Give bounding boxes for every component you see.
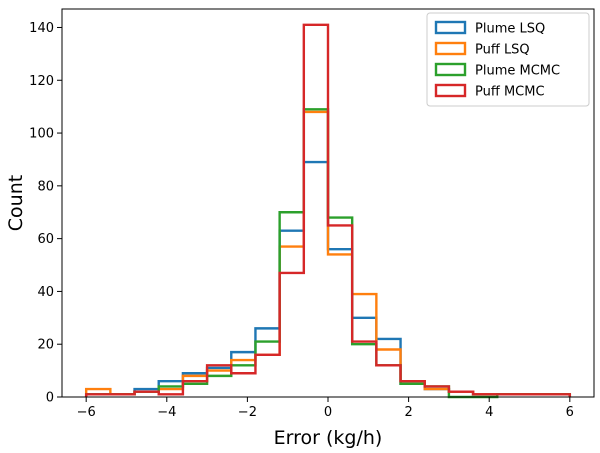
y-tick-label: 40 xyxy=(37,285,54,300)
legend-swatch-1 xyxy=(434,20,467,35)
y-tick-label: 100 xyxy=(29,127,54,142)
legend-swatch-4 xyxy=(434,83,467,98)
legend-swatch-2 xyxy=(434,41,467,56)
legend-entry-2: Puff LSQ xyxy=(475,43,530,58)
legend-entry-4: Puff MCMC xyxy=(475,85,545,100)
series-layer xyxy=(84,23,572,399)
legend-box xyxy=(426,12,590,107)
x-tick-label: 0 xyxy=(324,405,332,420)
y-tick-label: 0 xyxy=(46,391,54,406)
x-tick-label: 2 xyxy=(404,405,412,420)
legend: Plume LSQ Puff LSQ Plume MCMC Puff MCMC xyxy=(426,12,590,107)
x-tick-label: 6 xyxy=(566,405,574,420)
y-tick-label: 140 xyxy=(29,21,54,36)
y-tick-label: 20 xyxy=(37,338,54,353)
series-4-outline xyxy=(84,23,572,397)
x-tick-label: −6 xyxy=(77,405,96,420)
x-axis-label: Error (kg/h) xyxy=(274,427,383,449)
y-axis-label: Count xyxy=(5,175,27,231)
y-tick-label: 60 xyxy=(37,232,54,247)
legend-entry-1: Plume LSQ xyxy=(475,22,545,37)
y-tick-label: 80 xyxy=(37,179,54,194)
x-tick-label: −4 xyxy=(157,405,176,420)
legend-entry-3: Plume MCMC xyxy=(475,64,560,79)
y-tick-label: 120 xyxy=(29,74,54,89)
x-tick-label: 4 xyxy=(485,405,493,420)
x-tick-label: −2 xyxy=(238,405,257,420)
legend-swatch-3 xyxy=(434,62,467,77)
